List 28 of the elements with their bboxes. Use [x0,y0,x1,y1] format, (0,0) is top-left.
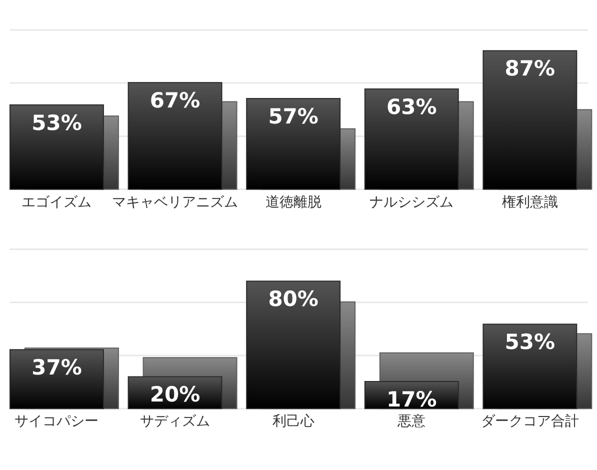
data-label: 63% [386,94,437,119]
bar [10,104,104,190]
data-label: 37% [32,356,82,380]
bar [128,82,222,190]
x-tick-label: エゴイズム [22,194,92,210]
bar [482,50,578,190]
bar [10,349,104,410]
x-tick-label: 悪意 [396,414,426,430]
x-tick-label: ナルシシズム [370,194,454,210]
x-tick-label: サイコパシー [14,414,99,430]
data-label: 57% [268,104,318,128]
x-tick-label: サディズム [140,414,210,430]
bar [246,280,341,410]
data-label: 17% [386,388,437,412]
data-label: 80% [268,287,318,312]
x-tick-label: 利己心 [272,414,314,430]
data-label: 53% [32,110,82,135]
bar [482,324,578,410]
x-tick-label: ダークコア合計 [480,414,579,430]
data-label: 67% [150,88,200,113]
data-label: 87% [504,56,556,81]
data-label: 20% [150,382,200,407]
x-tick-label: マキャベリアニズム [112,194,238,210]
bar [364,88,459,190]
bar [246,98,341,190]
data-label: 53% [504,330,556,354]
x-tick-label: 道徳離脱 [265,194,322,210]
x-tick-label: 権利意識 [502,194,558,210]
